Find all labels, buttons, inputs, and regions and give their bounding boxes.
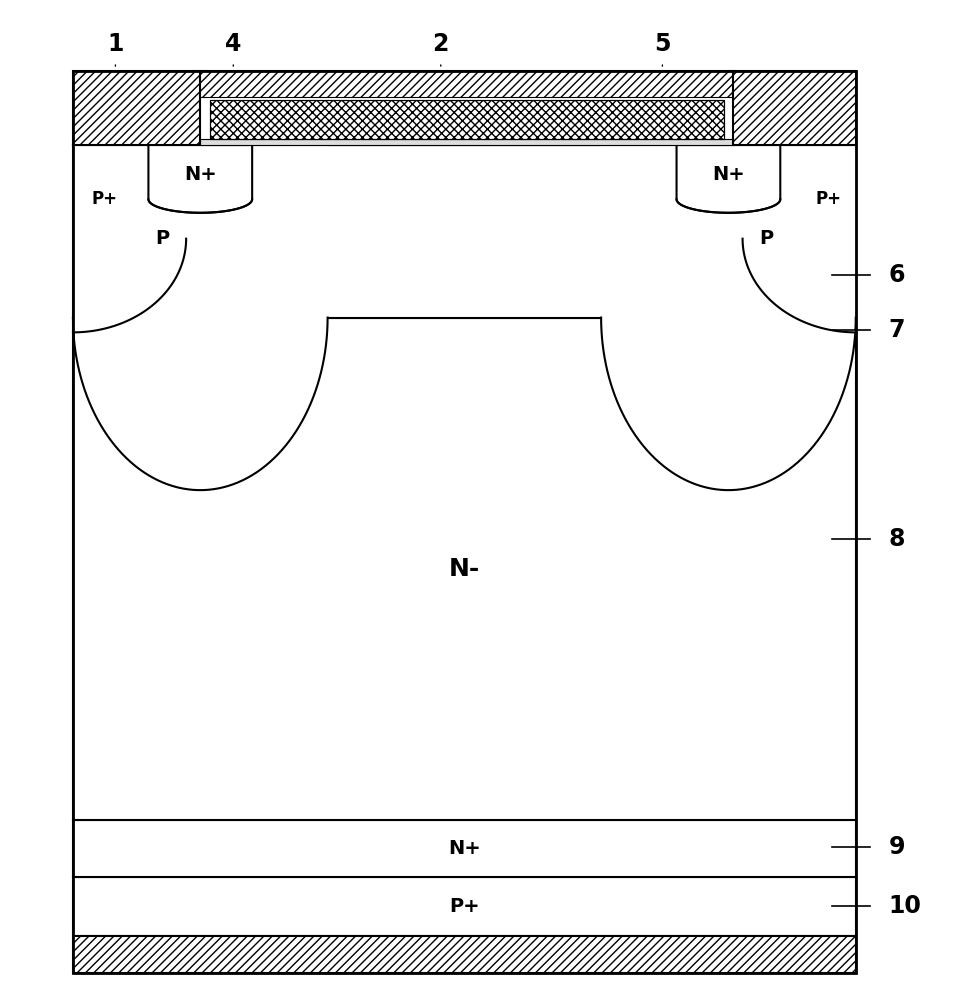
Text: N-: N- [449, 557, 480, 581]
Text: 6: 6 [889, 263, 905, 287]
Text: 5: 5 [655, 32, 671, 56]
Text: P+: P+ [815, 190, 841, 208]
Text: P: P [759, 229, 773, 248]
Text: 4: 4 [225, 32, 241, 56]
Text: 10: 10 [889, 894, 922, 918]
Bar [73, 820, 856, 877]
Text: P+: P+ [449, 897, 479, 916]
Bar [200, 97, 733, 145]
Bar [73, 936, 856, 973]
Text: 8: 8 [889, 527, 905, 551]
Bar [73, 71, 856, 973]
Text: N+: N+ [712, 165, 745, 184]
Text: 1: 1 [107, 32, 123, 56]
Text: P+: P+ [92, 190, 118, 208]
Text: 9: 9 [889, 835, 905, 859]
Bar [210, 100, 723, 139]
Text: 2: 2 [433, 32, 449, 56]
Bar [73, 71, 856, 145]
Bar [73, 145, 856, 318]
Polygon shape [73, 145, 327, 490]
Polygon shape [148, 145, 252, 213]
Text: 7: 7 [889, 318, 905, 342]
Bar [210, 100, 723, 139]
Polygon shape [677, 145, 780, 213]
Text: P: P [155, 229, 169, 248]
Polygon shape [601, 145, 856, 490]
Text: N+: N+ [184, 165, 216, 184]
Polygon shape [73, 145, 186, 332]
Bar [200, 139, 733, 145]
Text: N+: N+ [448, 839, 480, 858]
Bar [73, 318, 856, 820]
Bar [73, 877, 856, 936]
Polygon shape [743, 145, 856, 332]
